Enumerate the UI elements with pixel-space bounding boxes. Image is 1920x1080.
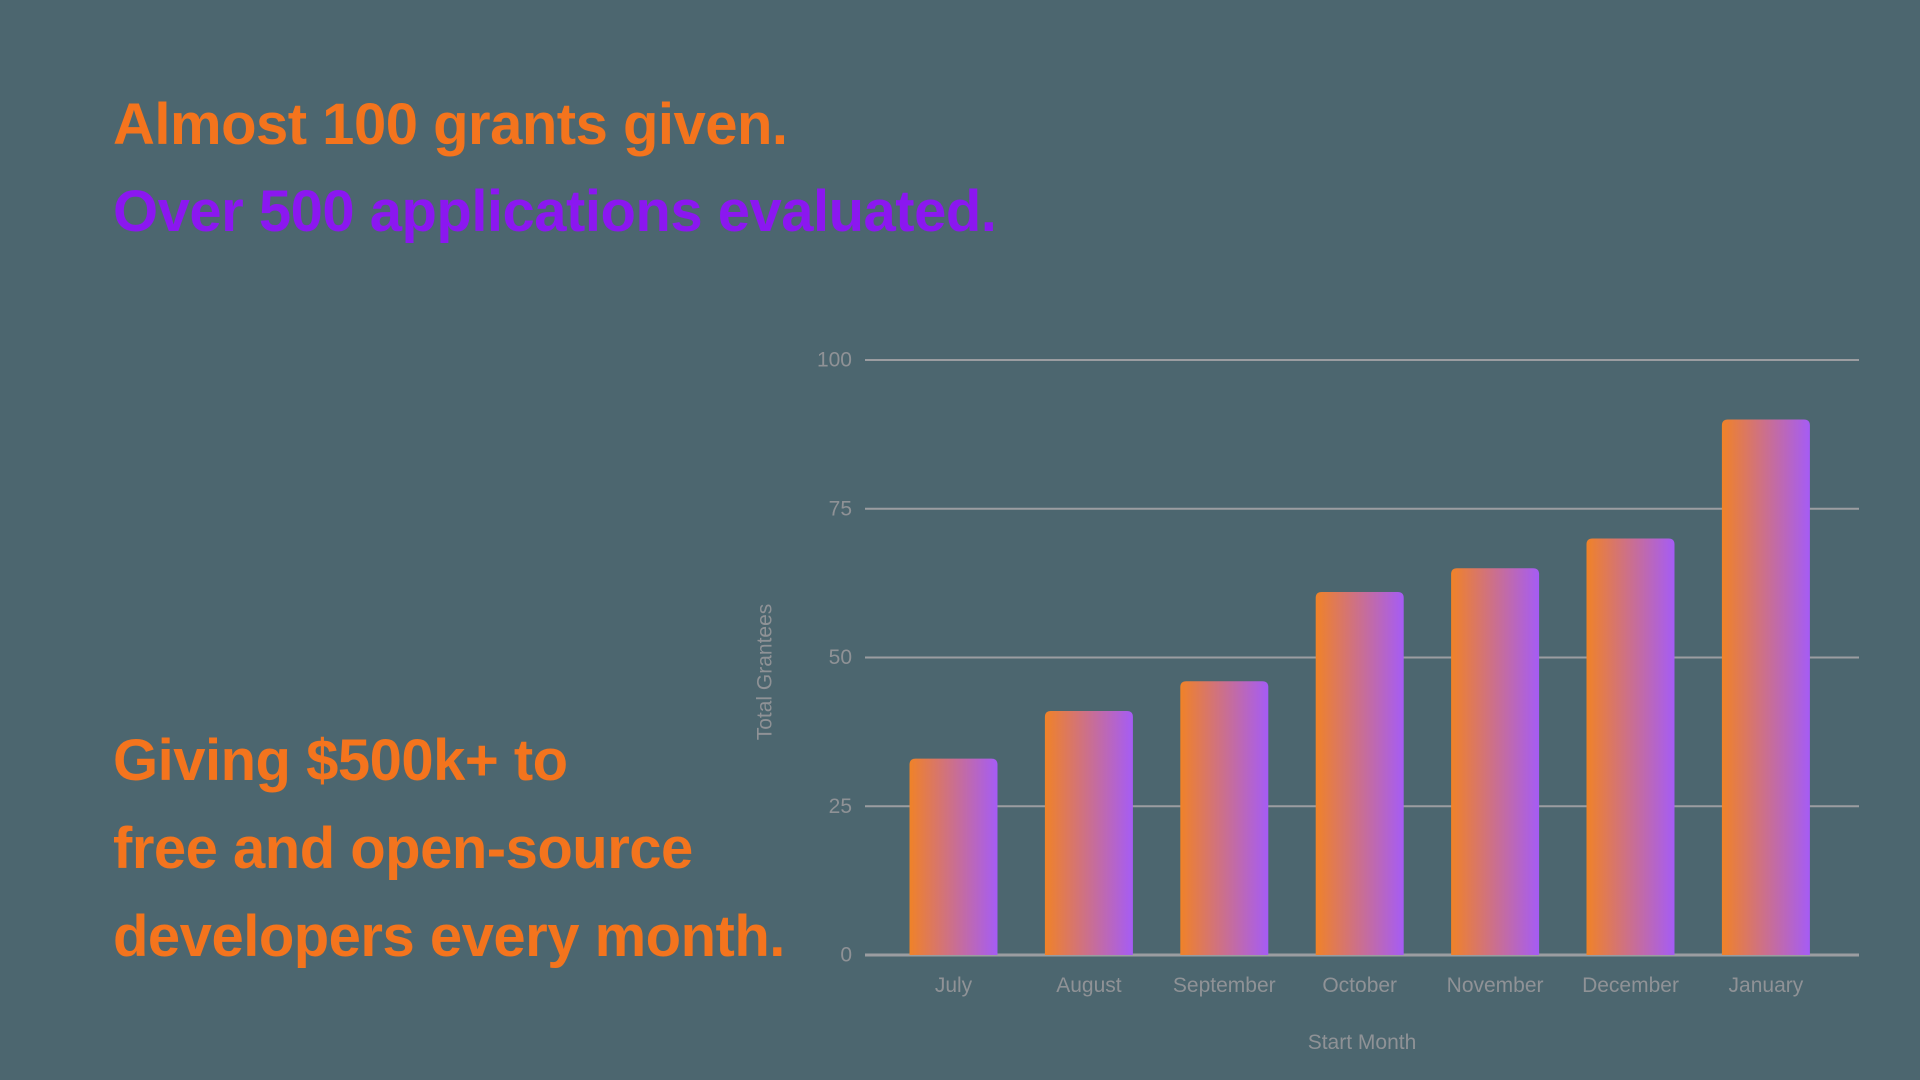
x-tick-label-november: November bbox=[1447, 974, 1544, 997]
y-tick-label-50: 50 bbox=[829, 646, 852, 669]
y-tick-label-0: 0 bbox=[840, 944, 852, 967]
y-tick-label-25: 25 bbox=[829, 795, 852, 818]
x-tick-label-september: September bbox=[1173, 974, 1276, 997]
headline-block: Almost 100 grants given. Over 500 applic… bbox=[113, 81, 997, 255]
x-tick-label-august: August bbox=[1056, 974, 1122, 997]
headline-line-2: Over 500 applications evaluated. bbox=[113, 179, 997, 244]
chart-bars bbox=[909, 419, 1810, 955]
subheadline-line-3: developers every month. bbox=[113, 904, 785, 969]
subheadline-line-2: free and open-source bbox=[113, 816, 693, 881]
y-tick-label-100: 100 bbox=[817, 349, 852, 372]
y-tick-label-75: 75 bbox=[829, 497, 852, 520]
bar-december bbox=[1586, 538, 1675, 955]
bar-august bbox=[1044, 711, 1133, 955]
bar-november bbox=[1451, 568, 1540, 955]
bar-july bbox=[909, 758, 998, 955]
x-tick-label-july: July bbox=[935, 974, 973, 997]
bar-september bbox=[1180, 681, 1269, 955]
x-axis-title: Start Month bbox=[1308, 1031, 1417, 1054]
chart-axis-labels: 0 25 50 75 100 July August September October Nove… bbox=[754, 349, 1804, 1055]
subheadline-line-1: Giving $500k+ to bbox=[113, 728, 568, 793]
y-axis-title: Total Grantees bbox=[754, 604, 777, 741]
headline-line-1: Almost 100 grants given. bbox=[113, 92, 788, 157]
x-tick-label-december: December bbox=[1582, 974, 1679, 997]
subheadline-block: Giving $500k+ to free and open-source de… bbox=[113, 717, 785, 981]
x-tick-label-january: January bbox=[1729, 974, 1804, 997]
bar-january bbox=[1721, 419, 1810, 955]
x-tick-label-october: October bbox=[1322, 974, 1397, 997]
bar-october bbox=[1315, 592, 1404, 955]
